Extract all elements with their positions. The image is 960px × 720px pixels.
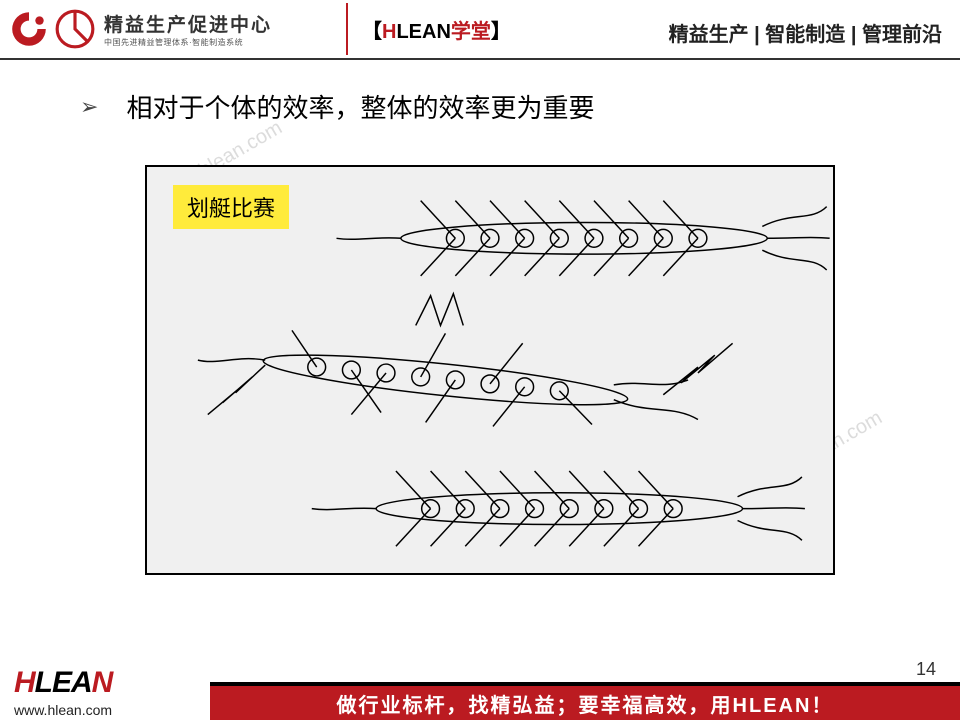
footer-slogan-bar: 做行业标杆，找精弘益；要幸福高效，用HLEAN！ [210,686,960,720]
logo-title: 精益生产促进中心 [104,10,272,37]
bullet-text: 相对于个体的效率，整体的效率更为重要 [126,88,594,125]
slide-footer: HLEAN www.hlean.com 做行业标杆，找精弘益；要幸福高效，用HL… [0,654,960,720]
header-tagline: 精益生产 | 智能制造 | 管理前沿 [669,18,942,47]
logo-area: 精益生产促进中心 中国先进精益管理体系·智能制造系统 [0,0,340,58]
logo-text: 精益生产促进中心 中国先进精益管理体系·智能制造系统 [104,10,272,48]
footer-slogan: 做行业标杆，找精弘益；要幸福高效，用HLEAN！ [337,689,834,718]
slide-header: 精益生产促进中心 中国先进精益管理体系·智能制造系统 【HLEAN学堂】 精益生… [0,0,960,60]
footer-url: www.hlean.com [14,702,112,718]
chevron-icon: ➢ [80,94,98,120]
rowing-diagram: 划艇比赛 [145,165,835,575]
header-divider [346,3,348,55]
footer-logo: HLEAN [14,666,112,700]
logo-subtitle: 中国先进精益管理体系·智能制造系统 [104,37,272,48]
logo-circle-icon [54,8,96,50]
logo-c-icon [8,8,50,50]
slide-body: ➢ 相对于个体的效率，整体的效率更为重要 划艇比赛 [0,60,960,575]
brand-label: 【HLEAN学堂】 [362,15,511,44]
page-number: 14 [916,659,936,680]
boat-illustration [147,167,833,573]
bullet-point: ➢ 相对于个体的效率，整体的效率更为重要 [80,88,900,125]
